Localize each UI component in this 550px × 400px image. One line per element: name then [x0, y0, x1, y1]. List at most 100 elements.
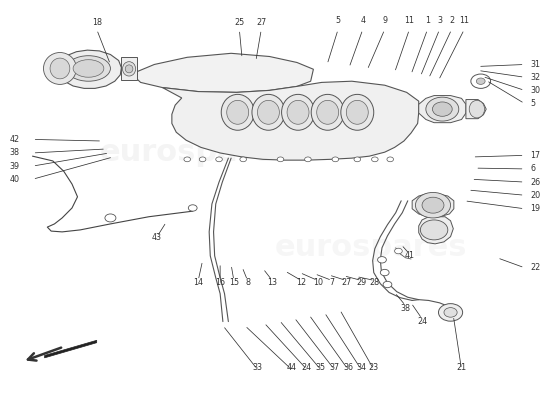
Polygon shape [163, 81, 419, 160]
Ellipse shape [216, 157, 222, 162]
Text: 40: 40 [10, 175, 20, 184]
Text: 26: 26 [530, 178, 540, 186]
Polygon shape [412, 194, 454, 217]
Ellipse shape [105, 214, 116, 222]
Ellipse shape [438, 304, 463, 321]
Ellipse shape [287, 100, 309, 124]
Text: 39: 39 [10, 162, 20, 171]
Text: 32: 32 [530, 73, 540, 82]
Ellipse shape [332, 157, 339, 162]
Text: 22: 22 [530, 263, 540, 272]
Text: 36: 36 [343, 363, 353, 372]
Ellipse shape [420, 220, 448, 240]
Text: 17: 17 [530, 151, 540, 160]
Ellipse shape [378, 257, 386, 263]
Ellipse shape [305, 157, 311, 162]
Ellipse shape [50, 58, 70, 79]
Text: 5: 5 [336, 16, 340, 25]
Ellipse shape [188, 205, 197, 211]
Text: 2: 2 [449, 16, 454, 25]
Text: 14: 14 [193, 278, 203, 288]
Ellipse shape [43, 52, 76, 84]
Ellipse shape [317, 100, 339, 124]
Ellipse shape [257, 100, 279, 124]
Text: eurospares: eurospares [100, 138, 292, 167]
Ellipse shape [394, 248, 402, 254]
Ellipse shape [354, 157, 361, 162]
Ellipse shape [476, 78, 485, 84]
Text: 24: 24 [302, 363, 312, 372]
Ellipse shape [415, 192, 450, 218]
Text: 27: 27 [341, 278, 351, 288]
Ellipse shape [240, 157, 246, 162]
Text: 31: 31 [530, 60, 540, 69]
Text: 20: 20 [530, 191, 540, 200]
Text: 10: 10 [313, 278, 323, 288]
Ellipse shape [277, 157, 284, 162]
Text: 34: 34 [356, 363, 366, 372]
Text: 37: 37 [329, 363, 339, 372]
Text: 27: 27 [256, 18, 266, 27]
Polygon shape [419, 96, 466, 123]
Polygon shape [466, 100, 486, 119]
Polygon shape [45, 340, 97, 358]
Ellipse shape [252, 94, 285, 130]
Ellipse shape [227, 100, 249, 124]
Ellipse shape [444, 308, 457, 317]
Ellipse shape [221, 94, 254, 130]
Ellipse shape [372, 157, 378, 162]
Ellipse shape [184, 157, 190, 162]
Text: 18: 18 [92, 18, 102, 27]
Text: 35: 35 [316, 363, 326, 372]
Text: 4: 4 [360, 16, 365, 25]
Ellipse shape [341, 94, 374, 130]
Text: 9: 9 [382, 16, 387, 25]
Text: 28: 28 [370, 278, 380, 288]
Text: 12: 12 [296, 278, 306, 288]
Text: 23: 23 [368, 363, 379, 372]
Ellipse shape [67, 56, 111, 81]
Polygon shape [122, 57, 137, 80]
Text: 33: 33 [252, 363, 262, 372]
Text: 38: 38 [400, 304, 410, 313]
Ellipse shape [282, 94, 315, 130]
Text: 25: 25 [234, 18, 244, 27]
Text: 1: 1 [425, 16, 430, 25]
Ellipse shape [125, 65, 133, 73]
Text: 19: 19 [530, 204, 540, 213]
Ellipse shape [471, 74, 491, 88]
Polygon shape [135, 53, 314, 92]
Ellipse shape [199, 157, 206, 162]
Text: 38: 38 [10, 148, 20, 158]
Text: 11: 11 [404, 16, 414, 25]
Ellipse shape [383, 281, 392, 288]
Ellipse shape [432, 102, 452, 116]
Ellipse shape [387, 157, 393, 162]
Text: 44: 44 [287, 363, 296, 372]
Ellipse shape [73, 60, 104, 77]
Polygon shape [419, 217, 453, 244]
Ellipse shape [469, 100, 485, 118]
Text: 21: 21 [456, 363, 466, 372]
Text: 7: 7 [329, 278, 334, 288]
Text: 30: 30 [530, 86, 540, 95]
Ellipse shape [381, 269, 389, 276]
Text: 29: 29 [356, 278, 367, 288]
Text: 3: 3 [437, 16, 442, 25]
Ellipse shape [346, 100, 368, 124]
Text: 11: 11 [459, 16, 469, 25]
Text: 13: 13 [267, 278, 277, 288]
Ellipse shape [422, 197, 444, 213]
Text: 42: 42 [10, 135, 20, 144]
Ellipse shape [123, 62, 136, 76]
Text: 16: 16 [215, 278, 225, 288]
Text: 43: 43 [152, 233, 162, 242]
Ellipse shape [311, 94, 344, 130]
Text: 6: 6 [530, 164, 535, 174]
Text: 41: 41 [404, 251, 414, 260]
Text: eurospares: eurospares [275, 233, 468, 262]
Text: 8: 8 [245, 278, 250, 288]
Polygon shape [56, 50, 122, 88]
Text: 24: 24 [417, 317, 427, 326]
Ellipse shape [426, 97, 459, 121]
